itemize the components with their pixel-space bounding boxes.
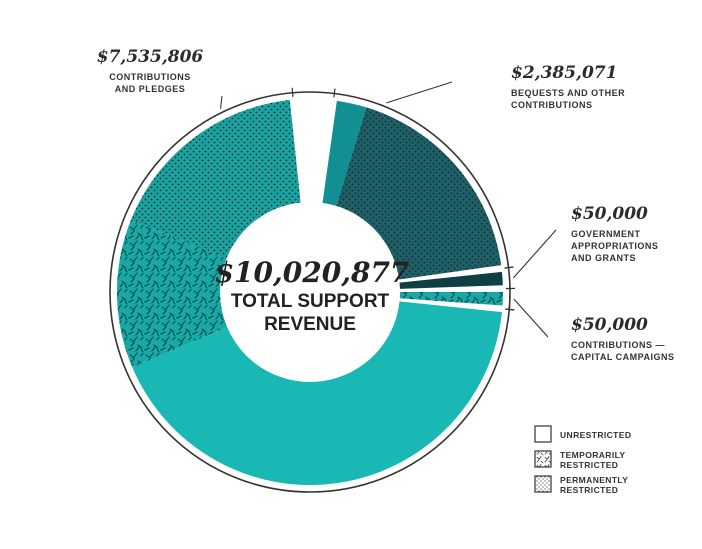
slice-3-segment-0-base bbox=[132, 301, 502, 485]
slice-caption-3-line-1: AND PLEDGES bbox=[115, 84, 186, 94]
legend-swatch-unrestricted bbox=[534, 425, 552, 443]
leader-line-2 bbox=[513, 298, 549, 338]
total-caption-line2: REVENUE bbox=[264, 314, 356, 335]
total-amount: $10,020,877 bbox=[215, 256, 410, 289]
ring-tick-1-0 bbox=[504, 266, 514, 269]
slice-caption-0-line-0: BEQUESTS AND OTHER bbox=[511, 88, 625, 98]
legend: UNRESTRICTED TEMPORARILY RESTRICTED PERM… bbox=[534, 425, 631, 495]
center-total: $10,020,877 TOTAL SUPPORT REVENUE bbox=[215, 256, 410, 335]
leader-line-3 bbox=[220, 95, 223, 109]
slice-caption-1-line-0: GOVERNMENT bbox=[571, 229, 641, 239]
slice-caption-0-line-1: CONTRIBUTIONS bbox=[511, 100, 593, 110]
ring-tick-3-1 bbox=[291, 87, 294, 97]
slice-caption-1-line-2: AND GRANTS bbox=[571, 253, 636, 263]
donut-ring bbox=[109, 91, 511, 493]
ring-tick-0-0 bbox=[333, 88, 336, 98]
slice-amount-2: $50,000 bbox=[571, 315, 648, 335]
slice-2-segment-0-pattern bbox=[399, 292, 503, 306]
slice-1 bbox=[399, 271, 503, 289]
legend-swatch-permanently-restricted bbox=[534, 475, 552, 493]
slice-caption-3-line-0: CONTRIBUTIONS bbox=[109, 72, 191, 82]
outer-ring-line bbox=[109, 91, 511, 493]
slice-0-segment-0-base bbox=[322, 100, 367, 206]
slice-3 bbox=[117, 100, 502, 485]
slice-3-segment-1-pattern bbox=[117, 219, 228, 368]
slice-0 bbox=[322, 100, 502, 280]
ring-tick-3-0 bbox=[505, 308, 515, 311]
legend-swatch-temporarily-restricted bbox=[534, 450, 552, 468]
slices-layer bbox=[117, 100, 503, 485]
slice-amount-3: $7,535,806 bbox=[97, 47, 204, 67]
total-caption-line1: TOTAL SUPPORT bbox=[231, 291, 390, 312]
slice-caption-2-line-1: CAPITAL CAMPAIGNS bbox=[571, 352, 675, 362]
slice-caption-1-line-1: APPROPRIATIONS bbox=[571, 241, 658, 251]
legend-label-temporarily-line2: RESTRICTED bbox=[560, 460, 618, 470]
labels-layer: $2,385,071 BEQUESTS AND OTHER CONTRIBUTION… bbox=[97, 47, 675, 362]
slice-label-3: $7,535,806 CONTRIBUTIONS AND PLEDGES bbox=[97, 47, 515, 311]
legend-label-permanently-line1: PERMANENTLY bbox=[560, 475, 628, 485]
legend-label-unrestricted: UNRESTRICTED bbox=[560, 430, 631, 440]
leader-line-0 bbox=[386, 81, 453, 104]
slice-3-segment-2-pattern bbox=[131, 100, 301, 259]
slice-0-segment-1-pattern bbox=[336, 107, 502, 280]
slice-label-1: $50,000 GOVERNMENT APPROPRIATIONS AND GRANT… bbox=[504, 204, 658, 290]
slice-2 bbox=[399, 292, 503, 306]
slice-1-segment-0-base bbox=[399, 271, 503, 289]
slice-amount-1: $50,000 bbox=[571, 204, 648, 224]
slice-caption-2-line-0: CONTRIBUTIONS — bbox=[571, 340, 665, 350]
legend-label-permanently-line2: RESTRICTED bbox=[560, 485, 618, 495]
slice-amount-0: $2,385,071 bbox=[511, 63, 617, 83]
legend-label-temporarily-line1: TEMPORARILY bbox=[560, 450, 625, 460]
leader-line-1 bbox=[513, 229, 557, 279]
slice-label-2: $50,000 CONTRIBUTIONS — CAPITAL CAMPAIGNS bbox=[505, 287, 675, 362]
